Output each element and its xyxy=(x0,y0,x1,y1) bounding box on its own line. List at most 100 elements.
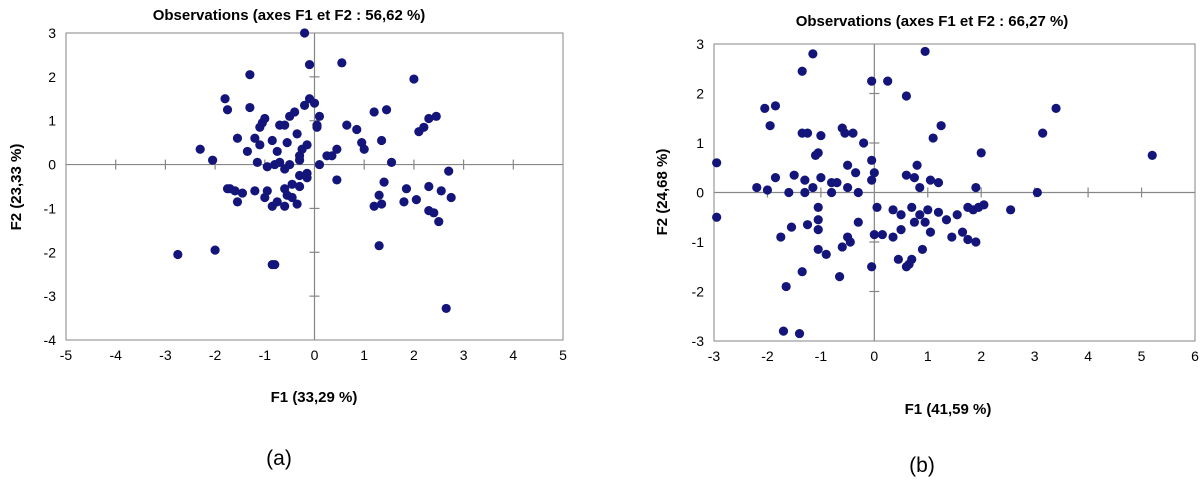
chart-b-point xyxy=(800,175,810,185)
chart-b-point xyxy=(877,229,887,240)
chart-b-marks: -3 -2 -1 0 1 2 3 4 5 6 -3 -2 -1 0 1 2 3 xyxy=(692,36,1200,364)
chart-a-point xyxy=(444,166,454,176)
chart-b-point xyxy=(893,254,903,264)
chart-b-point xyxy=(1051,103,1061,113)
chart-a-x-tick-label: 2 xyxy=(410,347,418,363)
chart-a-point xyxy=(332,175,342,185)
chart-b-x-tick-label: 1 xyxy=(924,348,932,364)
chart-a-point xyxy=(252,157,262,167)
chart-a-y-tick-label: -2 xyxy=(44,244,57,260)
chart-a-point xyxy=(431,111,441,121)
chart-a-x-tick-label: 5 xyxy=(559,347,567,363)
chart-a-point xyxy=(369,201,379,211)
chart-a-point xyxy=(294,155,305,165)
chart-b-point xyxy=(915,182,925,193)
chart-b-point xyxy=(920,46,930,57)
chart-b-point xyxy=(712,212,722,222)
chart-b-point xyxy=(947,232,957,242)
chart-a-y-tick-label: 1 xyxy=(48,113,56,129)
chart-a-x-tick-label: 3 xyxy=(460,347,468,363)
chart-a-point xyxy=(267,135,277,146)
chart-a-point xyxy=(304,59,315,70)
chart-b-point xyxy=(813,202,823,212)
chart-a-point xyxy=(401,184,412,194)
chart-a-point xyxy=(434,216,444,227)
chart-b-point xyxy=(770,101,781,111)
chart-a-point xyxy=(245,70,255,80)
chart-a-y-tick-label: 0 xyxy=(48,157,56,173)
chart-b-point xyxy=(789,170,799,180)
chart-a-point xyxy=(287,192,297,203)
chart-a-point xyxy=(267,201,277,211)
chart-b-x-tick-label: 0 xyxy=(870,348,878,364)
chart-a-point xyxy=(399,197,409,207)
chart-a-point xyxy=(352,124,362,135)
chart-a-y-tick-label: 3 xyxy=(48,25,56,41)
chart-b-y-tick-label: 1 xyxy=(696,135,704,151)
chart-b-x-tick-label: 2 xyxy=(977,348,985,364)
chart-a-y-axis-label: F2 (23,33 %) xyxy=(8,144,25,231)
chart-a-point xyxy=(220,94,230,104)
chart-a-point xyxy=(294,181,305,192)
chart-a-point xyxy=(359,144,369,154)
chart-a-point xyxy=(237,188,248,198)
chart-b-point xyxy=(794,328,805,339)
chart-b-point xyxy=(901,170,912,180)
chart-b-x-tick-label: -2 xyxy=(761,348,774,364)
chart-b-point xyxy=(837,242,847,252)
chart-b-point xyxy=(907,202,917,212)
chart-b-point xyxy=(816,173,826,183)
chart-a-point xyxy=(282,138,292,148)
chart-b-point xyxy=(869,168,879,178)
chart-b-point xyxy=(909,217,920,227)
chart-b-point xyxy=(901,262,912,272)
chart-b-point xyxy=(957,227,968,237)
chart-a-point xyxy=(299,28,310,38)
chart-b-point xyxy=(952,210,962,220)
chart-b-point xyxy=(784,187,794,198)
chart-b-point xyxy=(901,91,912,101)
chart-b-point xyxy=(909,173,920,183)
chart-b-point xyxy=(941,215,952,225)
chart-a-point xyxy=(409,74,419,84)
chart-a-x-tick-label: -4 xyxy=(109,347,122,363)
chart-b-point xyxy=(859,138,869,148)
chart-a-title: Observations (axes F1 et F2 : 56,62 %) xyxy=(153,7,426,24)
chart-b-point xyxy=(853,187,863,198)
chart-b-y-tick-label: 2 xyxy=(696,86,704,102)
chart-b-point xyxy=(976,148,986,158)
chart-a-point xyxy=(260,192,270,203)
chart-a-point xyxy=(195,144,205,154)
chart-a-point xyxy=(250,186,260,196)
chart-a-point xyxy=(327,151,337,161)
chart-b-point xyxy=(923,205,933,215)
chart-b-point xyxy=(928,133,938,143)
chart-b-point xyxy=(1147,150,1157,160)
chart-b-point xyxy=(1038,128,1048,138)
chart-b-point xyxy=(770,173,781,183)
chart-b-point xyxy=(752,182,762,193)
chart-b-point xyxy=(867,76,877,86)
chart-a-point xyxy=(424,181,434,192)
chart-b-point xyxy=(840,128,850,138)
chart-b-point xyxy=(867,155,877,165)
chart-a-point xyxy=(302,173,312,183)
chart-b-point xyxy=(912,160,922,170)
chart-b-point xyxy=(762,185,773,195)
chart-a-point xyxy=(255,140,265,150)
chart-a-point xyxy=(376,199,387,209)
chart-a-point xyxy=(262,162,272,172)
chart-b-point xyxy=(813,215,823,225)
chart-b-point xyxy=(872,202,882,212)
chart-b-point xyxy=(971,182,981,193)
chart-a-point xyxy=(210,245,220,255)
chart-b-point xyxy=(1032,187,1042,198)
chart-b-point xyxy=(834,272,845,282)
chart-a-point xyxy=(446,192,456,203)
chart-a-y-tick-label: -4 xyxy=(44,332,57,348)
chart-a-x-tick-label: 1 xyxy=(360,347,368,363)
chart-a-point xyxy=(232,133,243,143)
chart-b-point xyxy=(816,130,826,141)
chart-a-point xyxy=(270,259,280,270)
